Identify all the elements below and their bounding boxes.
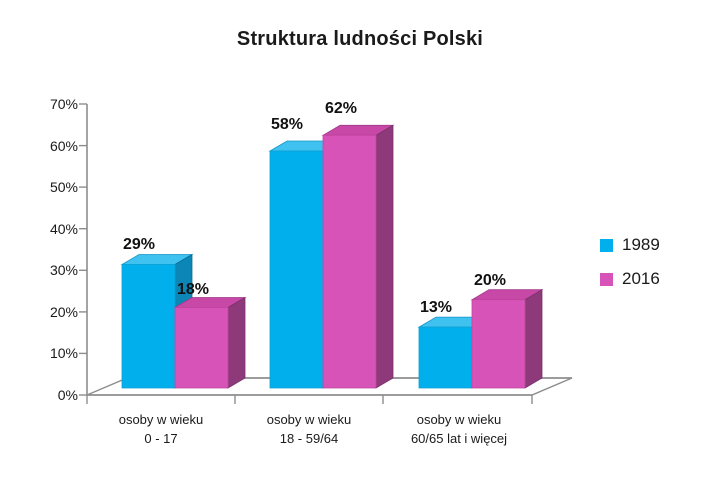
data-label-2016-group-2: 62% [324,100,358,117]
bar-side-face [524,289,543,389]
bar-front-face [418,326,473,389]
bar-2016-group-3 [470,289,544,389]
data-label-1989-group-1: 29% [122,236,156,253]
category-label-2-line-1: osoby w wieku [416,412,502,427]
bar-front-face [121,264,176,389]
legend-swatch-1989-icon [600,238,613,252]
data-label-2016-group-3: 20% [473,272,507,289]
bar-front-face [322,134,377,389]
y-axis-ticks [79,103,87,396]
bar-2016-group-2 [321,124,395,389]
bar-side-face [227,296,246,389]
bar-front-face [269,150,324,389]
ytick-label-20: 20% [49,303,78,320]
legend-item-2016[interactable]: 2016 [600,262,660,296]
category-label-0: osoby w wieku 0 - 17 [91,410,231,448]
ytick-label-70: 70% [49,96,78,112]
ytick-label-50: 50% [49,179,78,196]
chart-legend: 1989 2016 [600,228,660,296]
category-label-2-line-2: 60/65 lat i więcej [410,431,508,446]
ytick-label-30: 30% [49,262,78,279]
ytick-label-40: 40% [49,220,78,237]
x-axis-ticks [86,395,533,404]
legend-swatch-2016-icon [600,272,613,286]
category-label-2: osoby w wieku 60/65 lat i więcej [385,410,533,448]
bar-2016-group-1 [173,296,247,389]
legend-label-1989: 1989 [622,235,660,254]
category-label-1-line-1: osoby w wieku [266,412,352,427]
bar-side-face [375,124,394,389]
category-label-1-line-2: 18 - 59/64 [279,431,339,446]
ytick-label-60: 60% [49,137,78,154]
bar-front-face [471,299,526,389]
data-label-2016-group-1: 18% [176,281,210,298]
legend-label-2016: 2016 [622,269,660,288]
category-label-1: osoby w wieku 18 - 59/64 [239,410,379,448]
legend-item-1989[interactable]: 1989 [600,228,660,262]
data-label-1989-group-3: 13% [419,299,453,316]
category-label-0-line-2: 0 - 17 [144,431,178,446]
ytick-label-0: 0% [57,387,78,403]
bar-front-face [174,307,229,389]
chart-title: Struktura ludności Polski [236,28,484,50]
category-label-0-line-1: osoby w wieku [118,412,204,427]
ytick-label-10: 10% [49,345,78,362]
data-label-1989-group-2: 58% [270,116,304,133]
